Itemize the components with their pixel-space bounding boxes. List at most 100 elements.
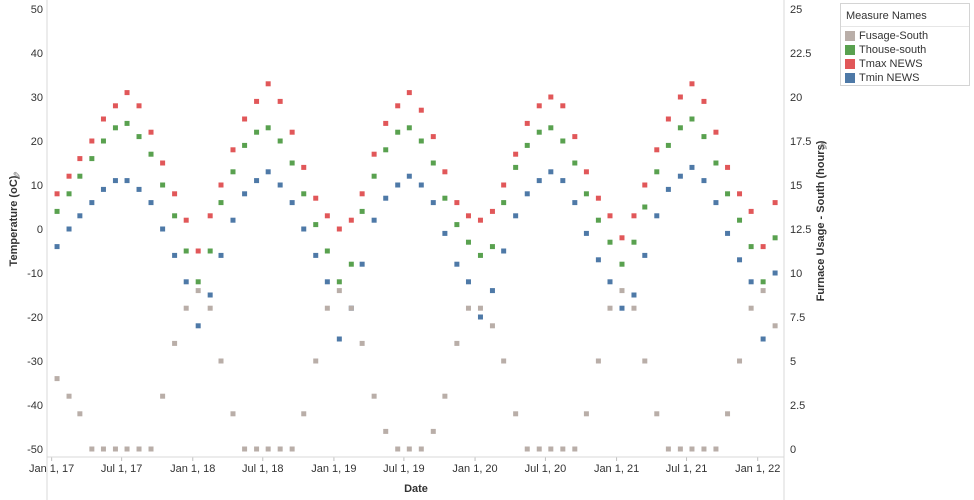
data-point[interactable] bbox=[725, 191, 731, 197]
data-point[interactable] bbox=[383, 120, 389, 126]
data-point[interactable] bbox=[665, 116, 671, 122]
data-point[interactable] bbox=[265, 169, 271, 175]
data-point[interactable] bbox=[183, 279, 189, 285]
data-point[interactable] bbox=[607, 213, 613, 219]
data-point[interactable] bbox=[324, 305, 330, 311]
legend-item[interactable]: Tmin NEWS bbox=[841, 71, 969, 85]
data-point[interactable] bbox=[524, 191, 530, 197]
data-point[interactable] bbox=[536, 103, 542, 109]
data-point[interactable] bbox=[548, 446, 554, 452]
data-point[interactable] bbox=[454, 200, 460, 206]
data-point[interactable] bbox=[324, 279, 330, 285]
data-point[interactable] bbox=[583, 169, 589, 175]
data-point[interactable] bbox=[642, 182, 648, 188]
data-point[interactable] bbox=[548, 125, 554, 131]
data-point[interactable] bbox=[218, 182, 224, 188]
data-point[interactable] bbox=[430, 200, 436, 206]
data-point[interactable] bbox=[677, 125, 683, 131]
data-point[interactable] bbox=[631, 292, 637, 298]
data-point[interactable] bbox=[689, 164, 695, 170]
data-point[interactable] bbox=[207, 305, 213, 311]
data-point[interactable] bbox=[359, 340, 365, 346]
data-point[interactable] bbox=[454, 222, 460, 228]
data-point[interactable] bbox=[195, 323, 201, 329]
data-point[interactable] bbox=[677, 446, 683, 452]
data-point[interactable] bbox=[395, 446, 401, 452]
data-point[interactable] bbox=[631, 305, 637, 311]
data-point[interactable] bbox=[112, 446, 118, 452]
data-point[interactable] bbox=[619, 305, 625, 311]
data-point[interactable] bbox=[501, 248, 507, 254]
data-point[interactable] bbox=[713, 446, 719, 452]
data-point[interactable] bbox=[277, 182, 283, 188]
data-point[interactable] bbox=[418, 107, 424, 113]
data-point[interactable] bbox=[77, 213, 83, 219]
data-point[interactable] bbox=[183, 305, 189, 311]
data-point[interactable] bbox=[277, 446, 283, 452]
data-point[interactable] bbox=[524, 120, 530, 126]
legend-item[interactable]: Thouse-south bbox=[841, 43, 969, 57]
data-point[interactable] bbox=[477, 314, 483, 320]
data-point[interactable] bbox=[336, 288, 342, 294]
data-point[interactable] bbox=[172, 252, 178, 258]
data-point[interactable] bbox=[89, 156, 95, 162]
data-point[interactable] bbox=[536, 129, 542, 135]
data-point[interactable] bbox=[195, 288, 201, 294]
data-point[interactable] bbox=[348, 261, 354, 267]
data-point[interactable] bbox=[654, 169, 660, 175]
data-point[interactable] bbox=[760, 279, 766, 285]
data-point[interactable] bbox=[665, 186, 671, 192]
data-point[interactable] bbox=[513, 151, 519, 157]
data-point[interactable] bbox=[265, 81, 271, 87]
data-point[interactable] bbox=[418, 138, 424, 144]
data-point[interactable] bbox=[548, 169, 554, 175]
data-point[interactable] bbox=[513, 213, 519, 219]
data-point[interactable] bbox=[772, 270, 778, 276]
data-point[interactable] bbox=[89, 138, 95, 144]
data-point[interactable] bbox=[207, 248, 213, 254]
data-point[interactable] bbox=[665, 446, 671, 452]
data-point[interactable] bbox=[642, 252, 648, 258]
data-point[interactable] bbox=[336, 226, 342, 232]
data-point[interactable] bbox=[607, 239, 613, 245]
data-point[interactable] bbox=[595, 257, 601, 263]
data-point[interactable] bbox=[136, 446, 142, 452]
data-point[interactable] bbox=[465, 305, 471, 311]
data-point[interactable] bbox=[301, 226, 307, 232]
data-point[interactable] bbox=[548, 94, 554, 100]
data-point[interactable] bbox=[701, 178, 707, 184]
data-point[interactable] bbox=[301, 411, 307, 417]
data-point[interactable] bbox=[489, 288, 495, 294]
data-point[interactable] bbox=[359, 191, 365, 197]
data-point[interactable] bbox=[289, 200, 295, 206]
data-point[interactable] bbox=[265, 125, 271, 131]
data-point[interactable] bbox=[124, 90, 130, 96]
data-point[interactable] bbox=[654, 147, 660, 153]
data-point[interactable] bbox=[136, 186, 142, 192]
data-point[interactable] bbox=[406, 173, 412, 179]
data-point[interactable] bbox=[442, 230, 448, 236]
data-point[interactable] bbox=[477, 217, 483, 223]
data-point[interactable] bbox=[301, 164, 307, 170]
data-point[interactable] bbox=[689, 81, 695, 87]
data-point[interactable] bbox=[737, 191, 743, 197]
data-point[interactable] bbox=[254, 178, 260, 184]
data-point[interactable] bbox=[313, 195, 319, 201]
data-point[interactable] bbox=[336, 279, 342, 285]
data-point[interactable] bbox=[725, 230, 731, 236]
data-point[interactable] bbox=[748, 305, 754, 311]
data-point[interactable] bbox=[572, 160, 578, 166]
data-point[interactable] bbox=[160, 182, 166, 188]
data-point[interactable] bbox=[572, 446, 578, 452]
data-point[interactable] bbox=[430, 428, 436, 434]
data-point[interactable] bbox=[489, 323, 495, 329]
data-point[interactable] bbox=[371, 393, 377, 399]
data-point[interactable] bbox=[160, 393, 166, 399]
data-point[interactable] bbox=[536, 446, 542, 452]
data-point[interactable] bbox=[289, 129, 295, 135]
data-point[interactable] bbox=[124, 178, 130, 184]
data-point[interactable] bbox=[595, 217, 601, 223]
data-point[interactable] bbox=[583, 191, 589, 197]
data-point[interactable] bbox=[465, 213, 471, 219]
data-point[interactable] bbox=[737, 257, 743, 263]
